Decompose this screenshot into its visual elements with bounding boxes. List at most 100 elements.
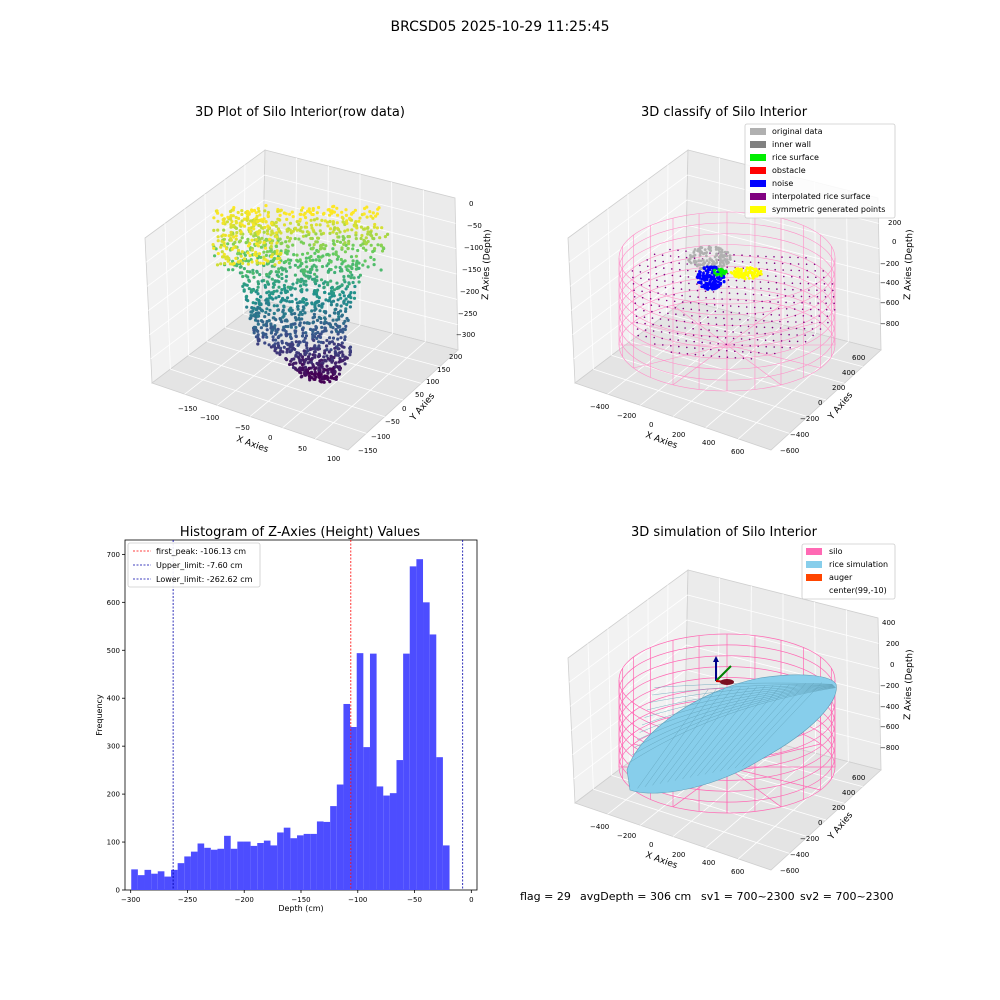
- interp-point: [687, 276, 690, 278]
- data-point: [372, 263, 376, 267]
- data-point: [254, 325, 258, 330]
- grid-line: [573, 694, 686, 780]
- data-point: [348, 353, 352, 357]
- data-point: [290, 357, 294, 362]
- data-point: [241, 284, 245, 288]
- histogram-bar: [257, 843, 264, 890]
- data-point: [299, 371, 303, 375]
- interp-point: [686, 353, 689, 355]
- original-point: [705, 254, 708, 258]
- data-point: [264, 253, 268, 257]
- data-point: [337, 235, 341, 239]
- data-point: [322, 355, 326, 359]
- data-point: [239, 259, 243, 263]
- data-point: [256, 339, 260, 343]
- legend-entry: symmetric generated points: [750, 205, 885, 214]
- data-point: [355, 261, 359, 265]
- data-point: [232, 235, 236, 239]
- original-point: [721, 254, 725, 257]
- interp-point: [775, 281, 778, 284]
- interp-point: [789, 263, 792, 265]
- data-point: [276, 209, 280, 213]
- legend-label: original data: [772, 127, 823, 136]
- interp-point: [741, 260, 744, 263]
- data-point: [256, 333, 260, 337]
- data-point: [294, 297, 298, 301]
- data-point: [257, 311, 261, 315]
- data-point: [312, 364, 316, 369]
- data-point: [323, 349, 327, 353]
- data-point: [305, 368, 309, 372]
- interp-point: [772, 333, 774, 335]
- data-point: [329, 260, 333, 264]
- data-point: [338, 293, 342, 297]
- data-point: [299, 225, 303, 229]
- rice-mesh-line: [641, 685, 835, 726]
- data-point: [232, 246, 236, 250]
- data-point: [269, 322, 273, 326]
- data-point: [282, 223, 287, 227]
- data-point: [317, 205, 321, 210]
- data-point: [286, 249, 290, 253]
- data-point: [314, 307, 318, 311]
- data-point: [343, 355, 348, 359]
- histogram-bar: [310, 833, 317, 890]
- noise-point: [715, 285, 719, 289]
- data-point: [284, 269, 288, 273]
- x-tick-label: 0: [469, 896, 473, 904]
- data-point: [346, 300, 350, 304]
- data-point: [307, 207, 311, 211]
- interp-point: [688, 282, 690, 285]
- silo-floor-spoke: [726, 344, 821, 369]
- histogram-bar: [369, 653, 377, 890]
- interp-point: [802, 315, 805, 317]
- interp-point: [656, 285, 659, 288]
- data-point: [314, 375, 318, 379]
- z-tick-label: −300: [456, 331, 475, 339]
- x-tick-label: −150: [178, 405, 197, 413]
- interp-point: [786, 314, 789, 317]
- interp-point: [685, 250, 687, 252]
- data-point: [335, 329, 339, 333]
- data-point: [316, 255, 320, 259]
- data-point: [258, 261, 262, 265]
- data-point: [229, 225, 233, 229]
- data-point: [240, 271, 244, 275]
- silo-floor-spoke: [726, 766, 821, 791]
- data-point: [315, 318, 320, 322]
- data-point: [229, 233, 233, 237]
- data-point: [363, 259, 367, 263]
- interp-point: [720, 285, 722, 287]
- interp-point: [833, 302, 835, 305]
- interp-point: [780, 333, 782, 336]
- original-point: [727, 261, 730, 264]
- interp-point: [695, 270, 697, 273]
- data-point: [274, 224, 278, 228]
- data-point: [341, 330, 345, 334]
- interp-point: [714, 310, 717, 313]
- data-point: [240, 219, 244, 223]
- data-point: [361, 242, 365, 246]
- data-point: [326, 370, 330, 375]
- data-point: [334, 250, 338, 254]
- data-point: [239, 230, 243, 234]
- data-point: [256, 319, 260, 323]
- data-point: [280, 272, 284, 276]
- interp-point: [727, 272, 729, 275]
- data-point: [255, 220, 259, 224]
- data-point: [277, 294, 281, 299]
- interp-point: [713, 297, 715, 300]
- data-point: [280, 341, 284, 345]
- data-point: [291, 362, 295, 367]
- data-point: [215, 209, 219, 213]
- data-point: [246, 275, 250, 279]
- interp-point: [769, 307, 772, 310]
- interp-point: [753, 306, 756, 309]
- data-point: [278, 237, 282, 241]
- interp-point: [819, 321, 821, 324]
- data-point: [366, 265, 370, 269]
- data-point: [315, 217, 319, 221]
- interp-point: [741, 344, 743, 347]
- legend-label: first_peak: -106.13 cm: [156, 547, 246, 556]
- histogram-bar: [190, 851, 198, 890]
